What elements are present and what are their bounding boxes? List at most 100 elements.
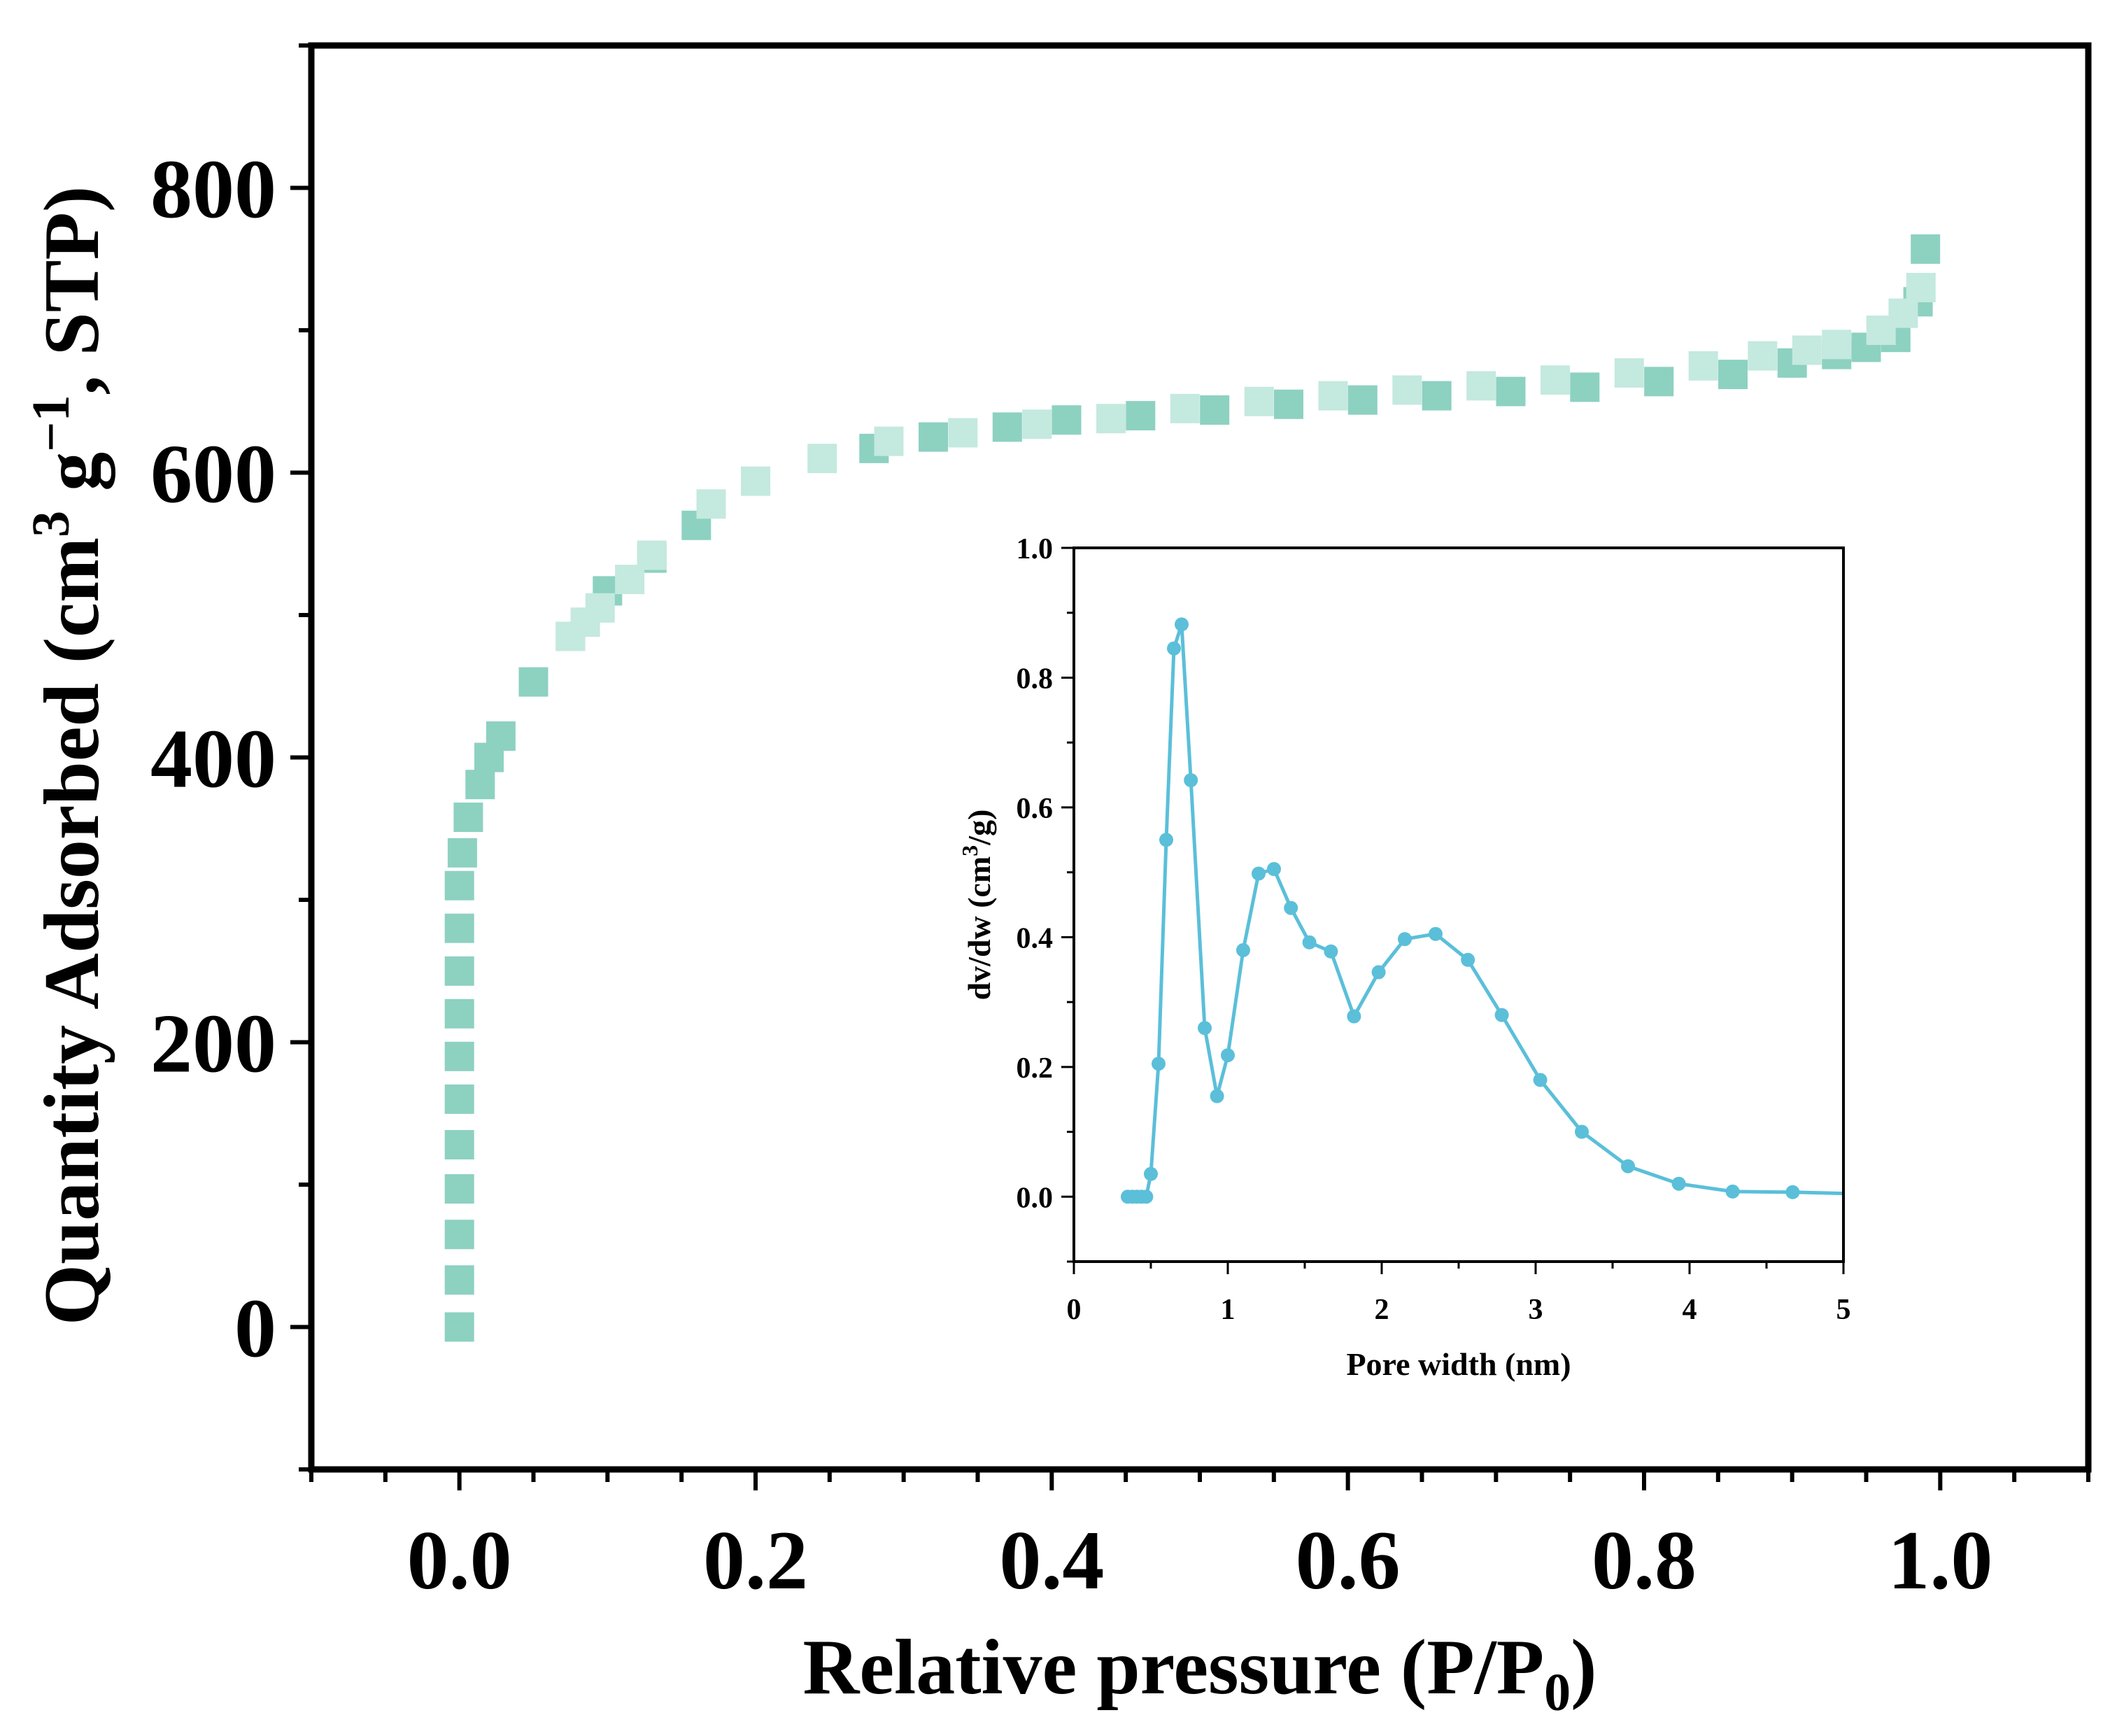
adsorption-point (465, 770, 495, 800)
main-x-tick-label: 0.6 (1296, 1513, 1401, 1607)
main-x-tick-labels: 0.0 0.2 0.4 0.6 0.8 1.0 (407, 1513, 1993, 1607)
pore-distribution-point (1210, 1089, 1224, 1103)
desorption-point (1392, 375, 1422, 405)
adsorption-point (1911, 234, 1941, 264)
adsorption-point (1570, 372, 1600, 402)
desorption-point (741, 466, 770, 496)
pore-distribution-point (1725, 1184, 1740, 1199)
pore-distribution-point (1371, 965, 1386, 980)
pore-distribution-point (1267, 862, 1281, 876)
main-x-tick-label: 0.2 (703, 1513, 808, 1607)
pore-distribution-point (1785, 1185, 1800, 1199)
main-y-axis-label-sup2: −1 (22, 395, 80, 452)
inset-x-tick-label: 4 (1683, 1294, 1697, 1326)
adsorption-point (1496, 376, 1526, 407)
desorption-point (1318, 381, 1348, 411)
main-x-tick-label: 0.8 (1592, 1513, 1697, 1607)
adsorption-point (992, 412, 1022, 442)
pore-distribution-point (1139, 1190, 1154, 1204)
pore-distribution-point (1429, 926, 1443, 941)
pore-distribution-point (1494, 1008, 1509, 1022)
desorption-point (1888, 298, 1918, 328)
desorption-point (1906, 273, 1936, 302)
desorption-point (637, 540, 667, 570)
main-x-axis-label: Relative pressure (P/P0) (803, 1624, 1597, 1722)
adsorption-point (453, 803, 483, 832)
desorption-point (696, 489, 726, 519)
main-x-axis-label-end: ) (1571, 1624, 1596, 1711)
pore-distribution-point (1152, 1057, 1166, 1071)
pore-distribution-point (1533, 1073, 1548, 1087)
main-y-tick-label: 0 (234, 1282, 276, 1375)
adsorption-point (1644, 367, 1674, 397)
desorption-point (585, 593, 615, 623)
inset-y-axis-label-sup: 3 (957, 845, 982, 856)
main-y-axis-label-sup1: 3 (22, 511, 80, 537)
pore-distribution-point (1575, 1124, 1589, 1139)
desorption-point (1022, 409, 1052, 439)
desorption-point (1792, 335, 1822, 365)
main-x-tick-label: 1.0 (1888, 1513, 1992, 1607)
adsorption-point (444, 1130, 474, 1159)
main-x-tick-label: 0.4 (999, 1513, 1104, 1607)
main-y-axis-label-text: Quantity Adsorbed (cm (29, 537, 115, 1325)
main-y-tick-labels: 0 200 400 600 800 (150, 143, 276, 1375)
main-x-axis-label-text: Relative pressure (P/P (803, 1624, 1545, 1711)
pore-distribution-point (1302, 935, 1317, 950)
main-x-axis-label-subscript: 0 (1544, 1663, 1571, 1722)
desorption-point (1748, 341, 1778, 371)
adsorption-point (486, 721, 516, 751)
adsorption-point (518, 667, 548, 697)
adsorption-point (1126, 401, 1156, 431)
pore-distribution-point (1167, 641, 1181, 656)
adsorption-point (444, 998, 474, 1029)
pore-distribution-point (1236, 943, 1250, 957)
main-axis-ticks (290, 43, 2090, 1490)
pore-distribution-point (1252, 866, 1266, 881)
desorption-point (1096, 404, 1126, 434)
adsorption-point (1052, 405, 1082, 435)
desorption-point (1614, 358, 1644, 388)
desorption-point (1466, 371, 1496, 401)
pore-distribution-point (1184, 773, 1198, 787)
inset-axis-ticks (1061, 546, 1845, 1274)
inset-x-tick-label: 1 (1221, 1294, 1235, 1326)
adsorption-point (1274, 389, 1303, 419)
desorption-point (1541, 365, 1570, 395)
main-y-tick-label: 600 (150, 428, 276, 521)
inset-x-tick-label: 0 (1067, 1294, 1082, 1326)
inset-x-tick-labels: 0 1 2 3 4 5 (1067, 1294, 1851, 1326)
desorption-point (948, 418, 978, 448)
adsorption-point (1347, 385, 1378, 415)
pore-distribution-point (1221, 1048, 1235, 1063)
inset-y-axis-label-text: dv/dw (cm (961, 856, 997, 1001)
main-y-axis-label-end: , STP) (29, 186, 115, 395)
pore-distribution-point (1159, 833, 1173, 847)
inset-y-tick-label: 1.0 (1017, 533, 1054, 565)
pore-distribution-point (1198, 1021, 1212, 1036)
main-y-tick-label: 200 (150, 997, 276, 1090)
inset-y-tick-labels: 0.0 0.2 0.4 0.6 0.8 1.0 (1017, 533, 1054, 1214)
pore-distribution-point (1284, 901, 1298, 915)
adsorption-point (1422, 381, 1452, 411)
adsorption-point (447, 838, 477, 868)
main-y-axis-label-mid: g (29, 452, 115, 511)
main-x-tick-label: 0.0 (407, 1513, 512, 1607)
adsorption-point (444, 1041, 474, 1071)
pore-distribution-point (1347, 1009, 1361, 1024)
main-data-points (444, 234, 1941, 1342)
pore-distribution-point (1621, 1159, 1635, 1173)
adsorption-point (444, 1265, 474, 1295)
inset-x-axis-label: Pore width (nm) (1346, 1346, 1571, 1382)
pore-distribution-point (1398, 932, 1412, 947)
adsorption-point (919, 422, 948, 452)
pore-distribution-point (1461, 952, 1475, 967)
desorption-point (874, 426, 904, 456)
inset-y-tick-label: 0.0 (1017, 1182, 1054, 1214)
pore-distribution-point (1324, 944, 1338, 959)
main-y-tick-label: 800 (150, 143, 276, 236)
pore-distribution-point (1671, 1176, 1686, 1191)
inset-x-tick-label: 2 (1375, 1294, 1389, 1326)
desorption-point (1688, 351, 1718, 381)
